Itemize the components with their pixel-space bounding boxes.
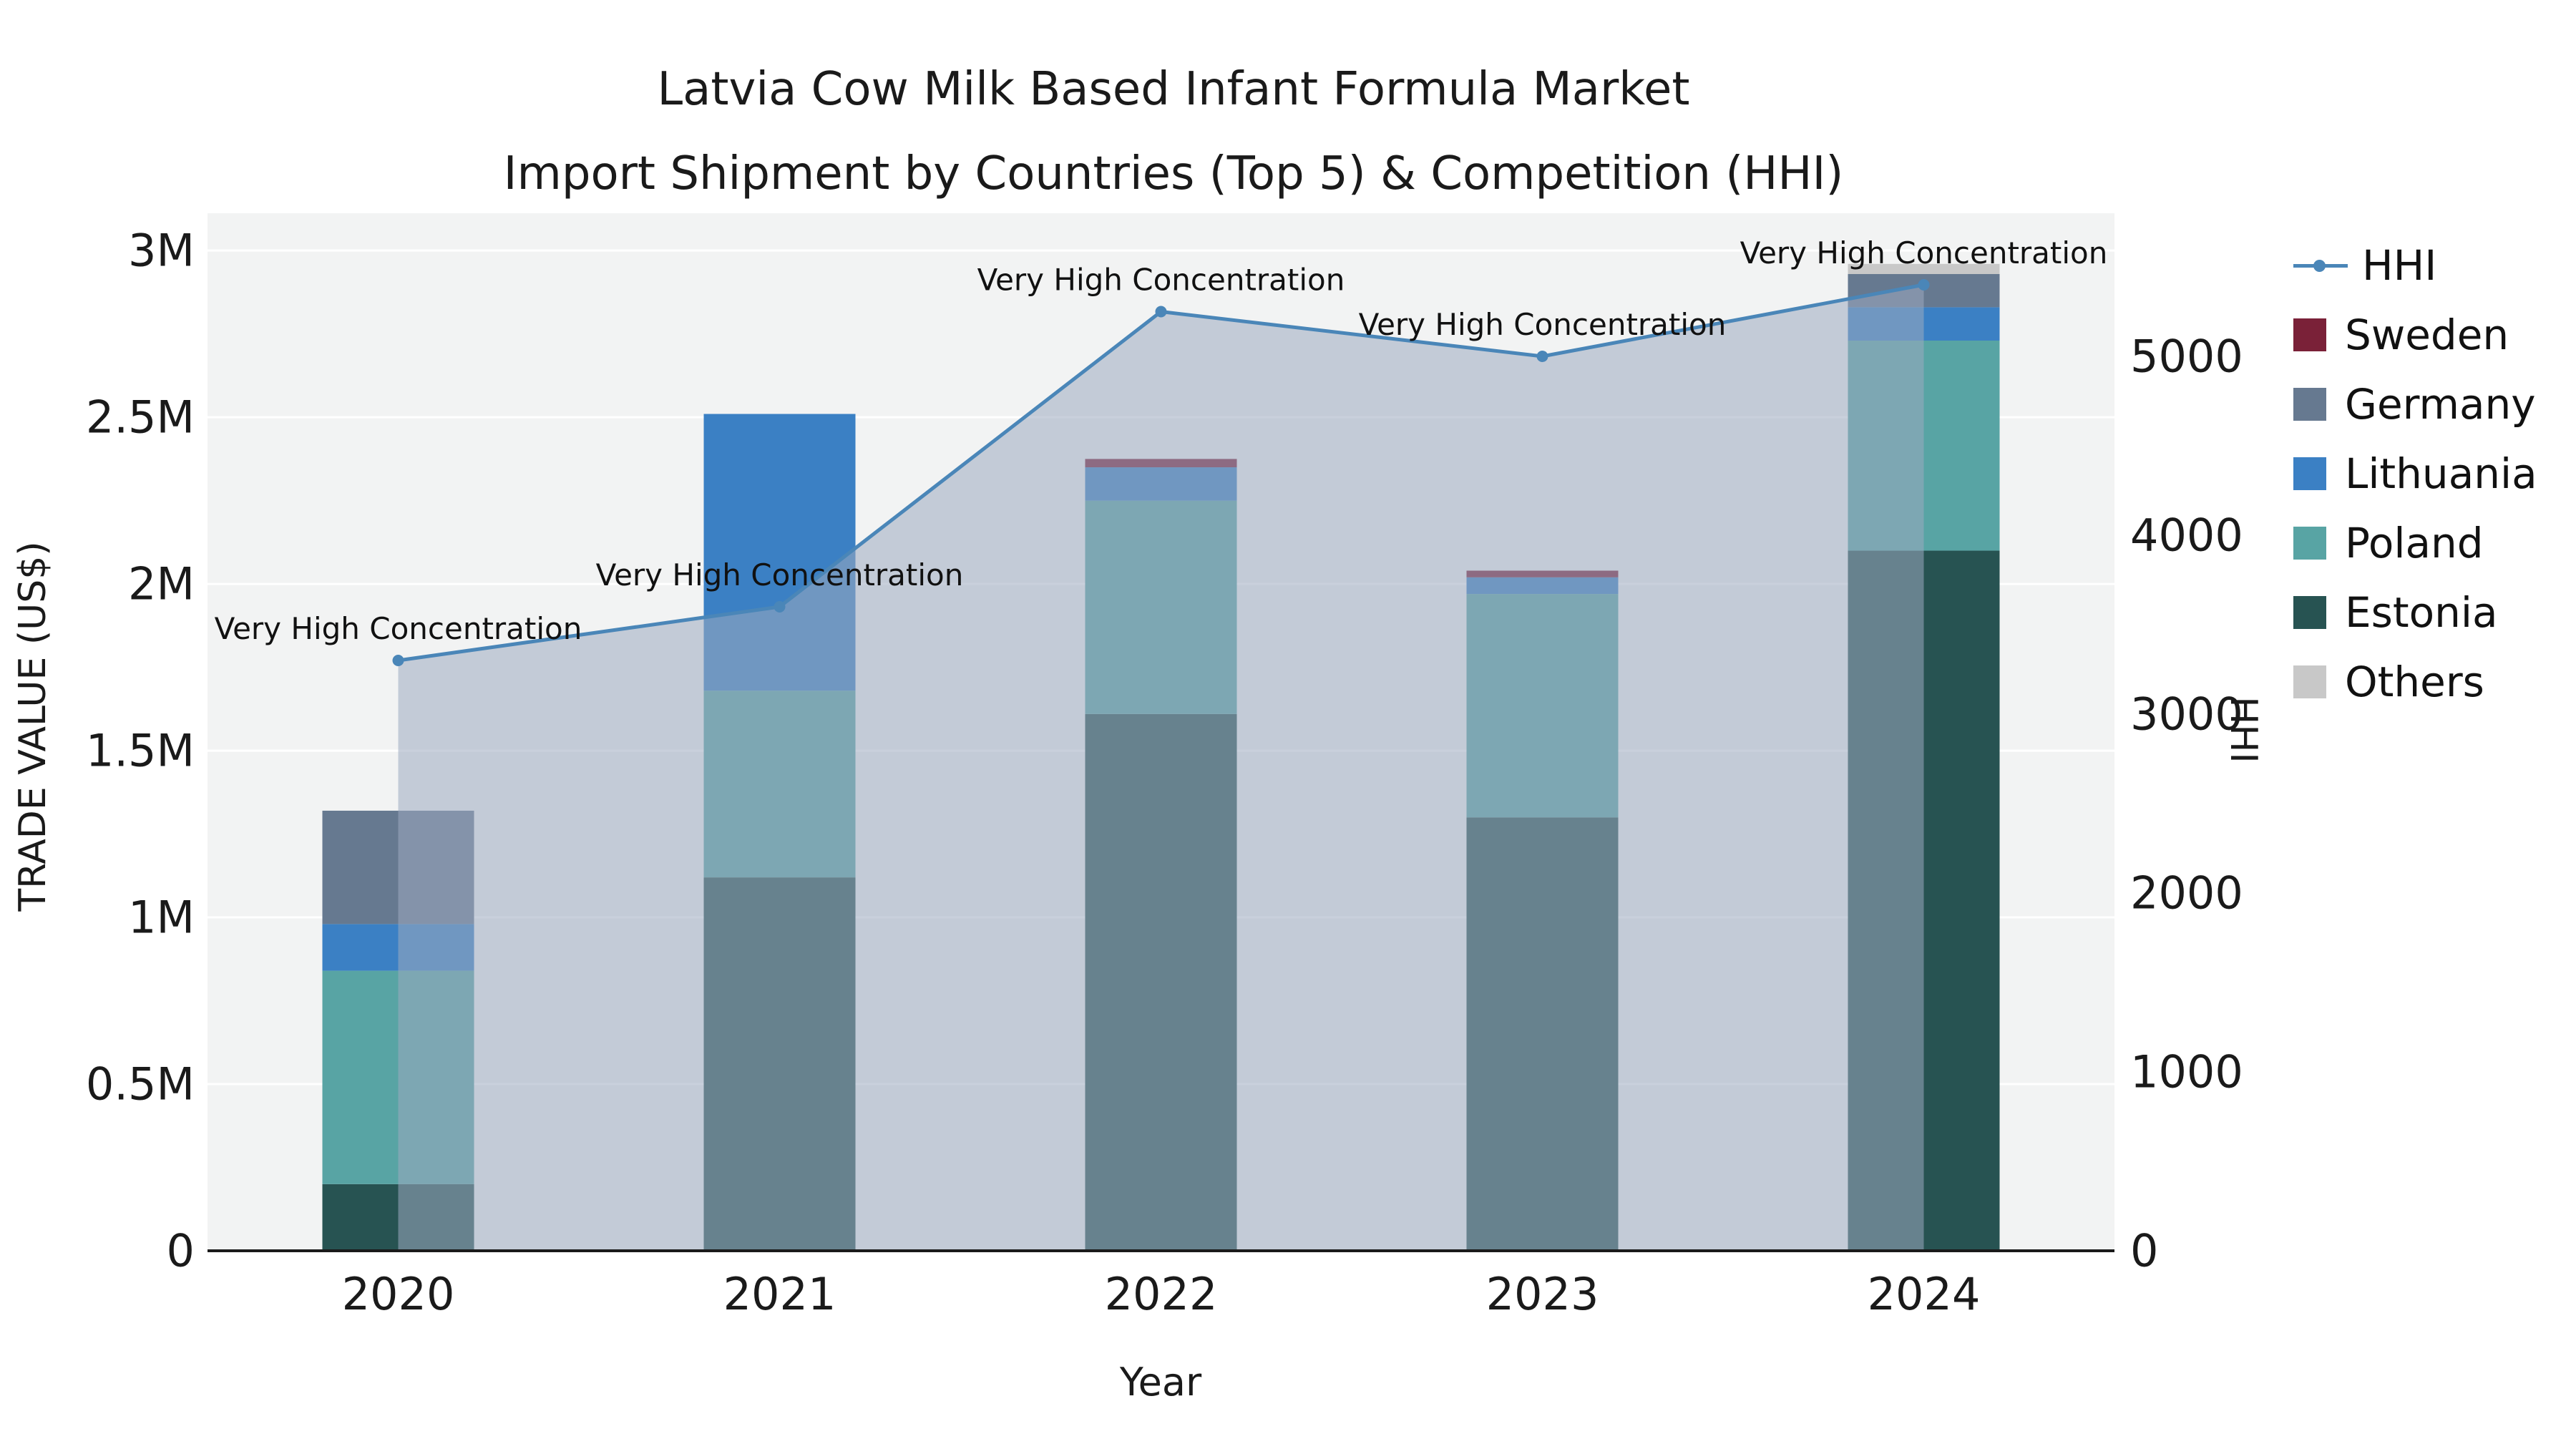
legend-swatch-sweden xyxy=(2293,318,2326,351)
legend-label-sweden: Sweden xyxy=(2345,310,2509,359)
chart-canvas: Very High Concentration Very High Concent… xyxy=(208,235,2114,1251)
legend-item-lithuania[interactable]: Lithuania xyxy=(2293,439,2537,508)
left-axis-tick-2.5M: 2.5M xyxy=(85,391,195,444)
chart-title: Latvia Cow Milk Based Infant Formula Mar… xyxy=(0,47,2347,216)
legend-item-sweden[interactable]: Sweden xyxy=(2293,300,2537,369)
legend-label-others: Others xyxy=(2345,657,2484,706)
left-axis-tick-0.5M: 0.5M xyxy=(85,1058,195,1111)
hhi-annotation-2023: Very High Concentration xyxy=(1359,307,1727,342)
right-axis-tick-5000: 5000 xyxy=(2130,330,2243,383)
legend: HHI Sweden Germany Lithuania Poland Estonia Ot… xyxy=(2293,230,2537,716)
legend-label-estonia: Estonia xyxy=(2345,587,2498,637)
x-axis-tick-2020: 2020 xyxy=(341,1268,455,1320)
legend-label-hhi: HHI xyxy=(2362,240,2437,290)
right-axis-tick-1000: 1000 xyxy=(2130,1045,2243,1098)
chart-title-line2: Import Shipment by Countries (Top 5) & C… xyxy=(503,147,1844,200)
x-axis-tick-2023: 2023 xyxy=(1485,1268,1599,1320)
hhi-marker-2024[interactable] xyxy=(1918,279,1930,291)
x-axis-line xyxy=(208,1249,2114,1252)
hhi-annotation-2024: Very High Concentration xyxy=(1740,235,2108,270)
hhi-area xyxy=(398,285,1924,1251)
hhi-annotation-2021: Very High Concentration xyxy=(596,557,964,592)
legend-item-estonia[interactable]: Estonia xyxy=(2293,577,2537,647)
left-axis-tick-3M: 3M xyxy=(128,224,195,277)
right-axis-tick-2000: 2000 xyxy=(2130,867,2243,919)
hhi-marker-2020[interactable] xyxy=(392,655,404,666)
bar-others-2024[interactable] xyxy=(1848,263,2000,274)
hhi-annotation-2020: Very High Concentration xyxy=(215,611,582,646)
plot-area: Very High Concentration Very High Concent… xyxy=(208,213,2114,1251)
legend-line-dot xyxy=(2313,259,2326,272)
legend-swatch-estonia xyxy=(2293,595,2326,629)
hhi-annotation-2022: Very High Concentration xyxy=(977,263,1345,298)
hhi-marker-2022[interactable] xyxy=(1155,306,1167,318)
left-axis-tick-1.5M: 1.5M xyxy=(85,724,195,777)
legend-swatch-lithuania xyxy=(2293,457,2326,490)
chart-title-line1: Latvia Cow Milk Based Infant Formula Mar… xyxy=(657,63,1690,116)
right-axis-tick-3000: 3000 xyxy=(2130,688,2243,741)
x-axis-tick-2022: 2022 xyxy=(1104,1268,1218,1320)
right-axis-title: HHI xyxy=(2222,696,2265,763)
legend-label-lithuania: Lithuania xyxy=(2345,449,2537,498)
legend-item-others[interactable]: Others xyxy=(2293,647,2537,716)
x-axis-tick-2024: 2024 xyxy=(1867,1268,1981,1320)
left-axis-tick-2M: 2M xyxy=(128,557,195,610)
x-axis-tick-2021: 2021 xyxy=(723,1268,836,1320)
hhi-marker-2021[interactable] xyxy=(774,601,786,613)
legend-item-germany[interactable]: Germany xyxy=(2293,369,2537,439)
right-axis-tick-4000: 4000 xyxy=(2130,509,2243,562)
left-axis-tick-1M: 1M xyxy=(128,891,195,944)
legend-label-poland: Poland xyxy=(2345,518,2484,567)
left-axis-title: TRADE VALUE (US$) xyxy=(11,541,54,912)
legend-item-poland[interactable]: Poland xyxy=(2293,508,2537,577)
left-axis-tick-0: 0 xyxy=(166,1224,195,1277)
right-axis-tick-0: 0 xyxy=(2130,1224,2159,1277)
legend-item-hhi[interactable]: HHI xyxy=(2293,230,2537,300)
legend-swatch-poland xyxy=(2293,526,2326,560)
x-axis-title: Year xyxy=(1119,1360,1202,1405)
legend-swatch-germany xyxy=(2293,387,2326,421)
legend-line-sample-icon xyxy=(2293,249,2348,282)
legend-label-germany: Germany xyxy=(2345,379,2536,429)
hhi-marker-2023[interactable] xyxy=(1536,351,1548,362)
legend-swatch-others xyxy=(2293,665,2326,698)
